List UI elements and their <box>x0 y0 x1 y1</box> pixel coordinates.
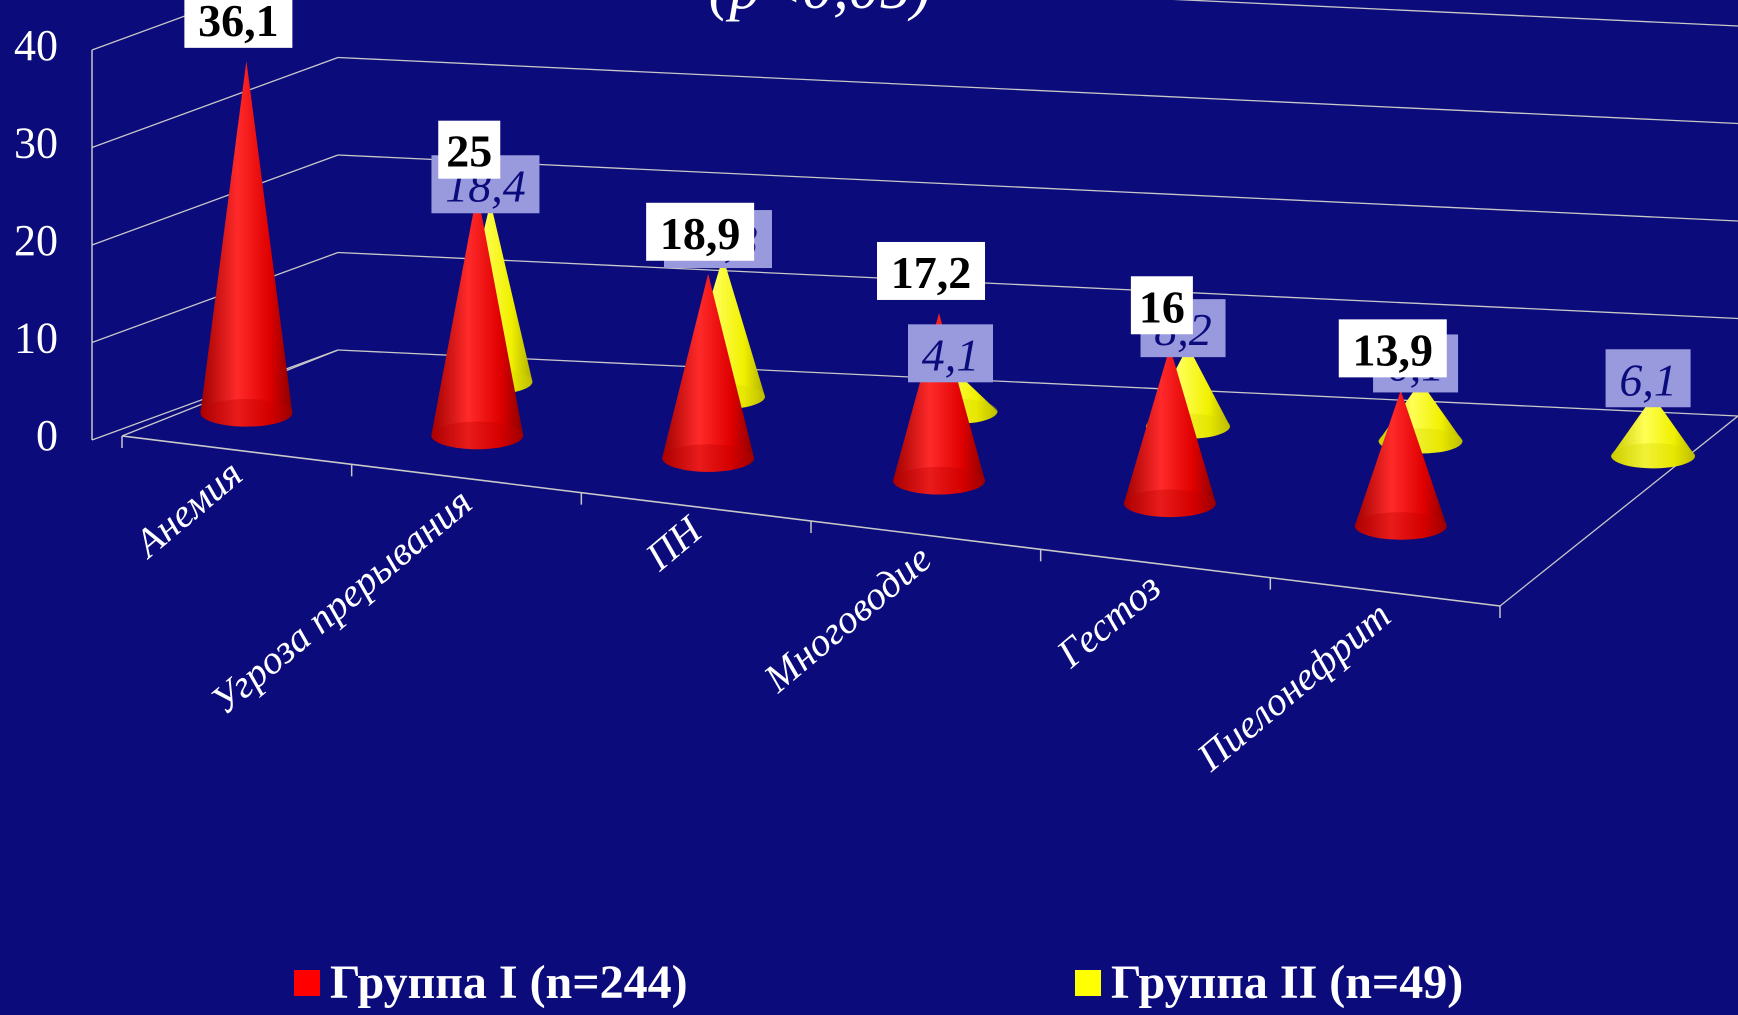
x-category-label-3: Многоводие <box>754 536 939 702</box>
cone-series-1-2 <box>662 273 755 472</box>
data-label-box-series-2-2 <box>908 324 994 383</box>
y-tick-label-30: 30 <box>14 119 58 168</box>
cone-body-series-1-4 <box>1123 347 1216 518</box>
legend-swatch-red <box>294 969 320 996</box>
data-label-text-series-1-3: 17,2 <box>891 247 972 298</box>
cone-base-series-2-5 <box>1611 443 1696 469</box>
x-category-label-4: Гестоз <box>1047 564 1169 677</box>
cones-layer <box>200 60 1696 540</box>
cone-base-series-1-0 <box>200 399 293 427</box>
cone-series-2-5 <box>1611 396 1696 469</box>
data-label-series-1-5: 13,9 <box>1338 319 1447 378</box>
gridline-left-10 <box>91 251 339 344</box>
x-category-label-0: Анемия <box>124 451 251 568</box>
y-tick-label-10: 10 <box>14 314 58 363</box>
cone-body-series-1-5 <box>1354 390 1447 540</box>
data-label-text-series-1-4: 16 <box>1139 281 1185 332</box>
cone-series-1-4 <box>1123 347 1216 518</box>
legend-item-group-1: Группа I (n=244) <box>294 955 688 1010</box>
data-label-series-2-2: 4,1 <box>908 324 994 383</box>
data-label-series-1-2: 18,9 <box>646 202 755 261</box>
cone-body-series-1-3 <box>893 312 986 495</box>
data-label-series-1-0: 36,1 <box>184 0 293 48</box>
cone-base-series-1-3 <box>893 466 986 495</box>
data-label-box-series-1-2 <box>646 202 755 261</box>
data-label-series-1-1: 25 <box>438 120 501 179</box>
data-label-text-series-1-2: 18,9 <box>660 208 741 259</box>
data-label-box-series-1-3 <box>877 241 986 300</box>
data-label-series-1-4: 16 <box>1130 276 1193 335</box>
cone-base-series-1-4 <box>1123 489 1216 518</box>
gridline-back-30 <box>337 56 1738 125</box>
data-label-text-series-1-5: 13,9 <box>1353 324 1434 375</box>
cone-body-series-1-2 <box>662 273 755 472</box>
data-label-box-series-2-5 <box>1605 349 1691 408</box>
x-category-label-2: ПН <box>636 506 712 580</box>
floor-right-edge <box>1499 415 1738 607</box>
cone-series-1-5 <box>1354 390 1447 540</box>
cone-series-1-1 <box>431 191 524 450</box>
cone-base-series-1-2 <box>662 444 755 472</box>
gridline-back-40 <box>1172 0 1738 27</box>
cone-body-series-1-1 <box>431 191 524 450</box>
legend-item-group-2: Группа II (n=49) <box>1075 955 1463 1010</box>
chart-title-fragment: (p<0,05) <box>709 0 932 22</box>
cone-body-series-1-0 <box>200 60 293 427</box>
data-label-series-2-5: 6,1 <box>1605 349 1691 408</box>
legend-label-group-1: Группа I (n=244) <box>330 956 688 1009</box>
y-tick-label-20: 20 <box>14 216 58 265</box>
y-tick-label-0: 0 <box>36 411 58 460</box>
cone-body-series-2-5 <box>1611 396 1696 469</box>
legend-label-group-2: Группа II (n=49) <box>1111 956 1464 1009</box>
y-tick-label-40: 40 <box>14 21 58 70</box>
cone-base-series-1-1 <box>431 421 524 450</box>
cone-series-1-0 <box>200 60 293 427</box>
legend-swatch-yellow <box>1075 969 1101 996</box>
gridline-back-20 <box>337 154 1738 222</box>
data-label-box-series-1-0 <box>184 0 293 48</box>
legend: Группа I (n=244) Группа II (n=49) <box>0 955 1738 1015</box>
gridline-back-10 <box>337 251 1738 320</box>
data-label-box-series-1-4 <box>1130 276 1193 335</box>
gridline-left-20 <box>91 154 339 246</box>
data-label-text-series-1-0: 36,1 <box>198 0 279 46</box>
data-label-series-1-3: 17,2 <box>877 241 986 300</box>
cone-series-1-3 <box>893 312 986 495</box>
data-label-text-series-2-5: 6,1 <box>1619 354 1677 405</box>
gridline-back-0 <box>337 349 1738 417</box>
x-category-label-1: Угроза прерывания <box>202 479 481 723</box>
data-label-text-series-1-1: 25 <box>446 126 492 177</box>
gridline-left-30 <box>91 56 339 149</box>
cone-base-series-1-5 <box>1354 512 1447 540</box>
data-label-box-series-1-5 <box>1338 319 1447 378</box>
x-category-label-5: Пиелонефрит <box>1187 592 1399 780</box>
data-label-box-series-1-1 <box>438 120 501 179</box>
data-label-text-series-2-2: 4,1 <box>922 329 980 380</box>
